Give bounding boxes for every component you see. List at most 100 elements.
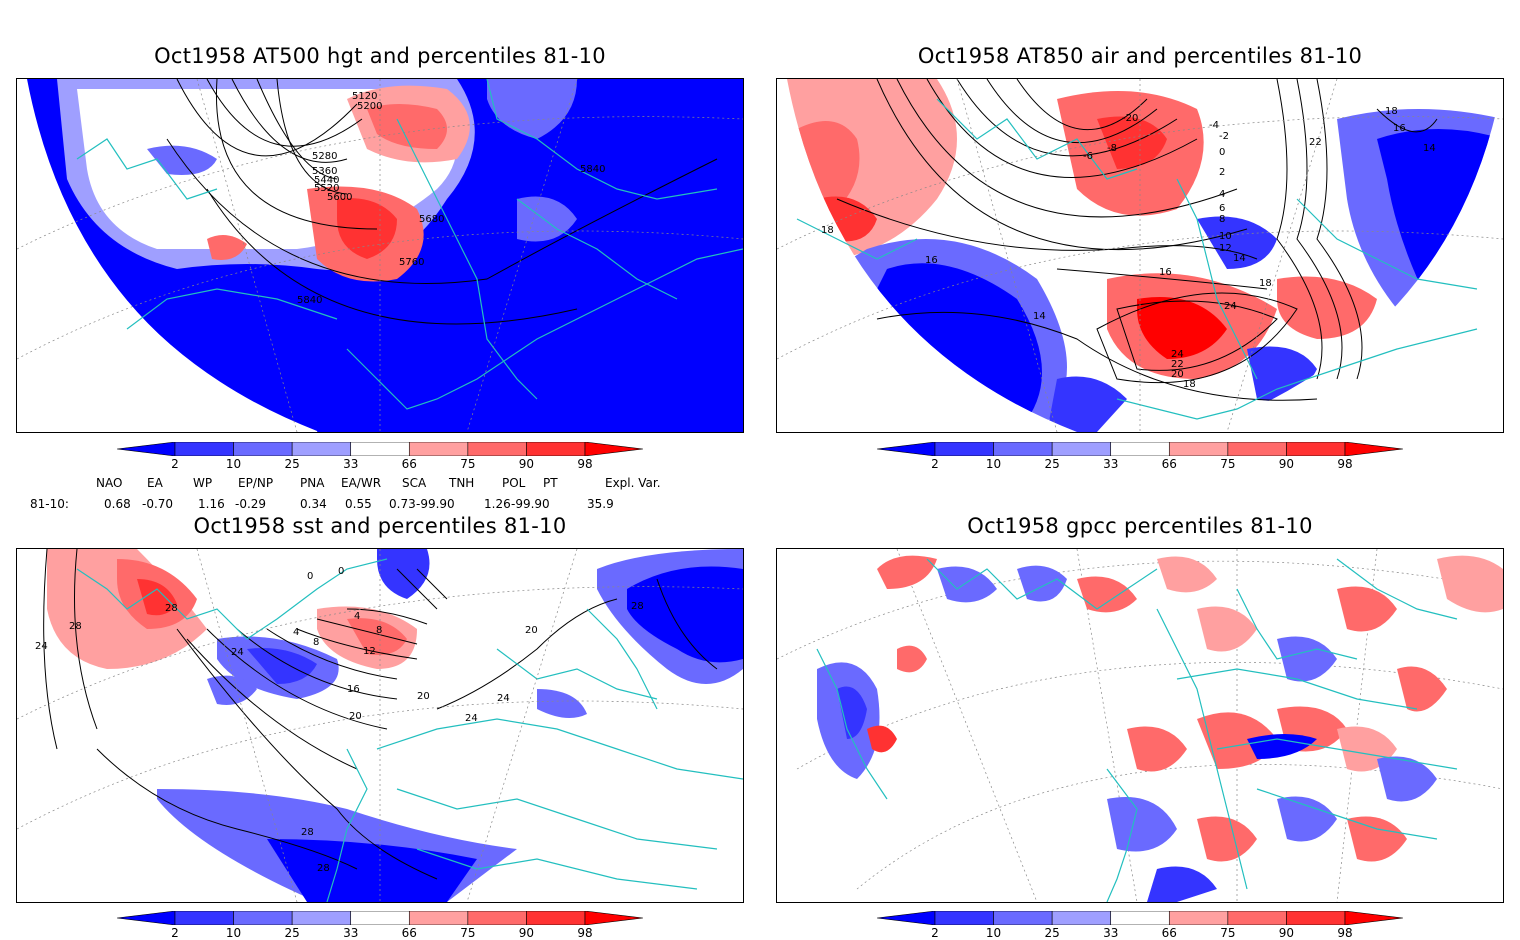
map-panel-at850: -20 -8 -6 -4 -2 0 2 4 6 8 10 12 14 14 16… xyxy=(776,78,1504,433)
colorbar-tick-label: 66 xyxy=(1161,457,1177,471)
contour-label: 5520 xyxy=(314,183,339,194)
colorbar-swatch xyxy=(993,910,1053,926)
index-header-tnh: TNH xyxy=(449,476,475,490)
contour-label: 4 xyxy=(354,611,360,622)
colorbar-swatch xyxy=(1110,910,1170,926)
colorbar-swatch xyxy=(934,441,994,457)
index-header-pna: PNA xyxy=(300,476,325,490)
colorbar-tick-label: 90 xyxy=(518,457,535,471)
colorbar-arrow-high xyxy=(1344,441,1404,457)
contour-label: 24 xyxy=(497,693,510,704)
index-header-pol: POL xyxy=(502,476,526,490)
colorbar-tick-label: 98 xyxy=(1337,926,1353,940)
contour-label: 10 xyxy=(1219,231,1232,242)
contour-label: 28 xyxy=(301,827,314,838)
colorbar-swatch xyxy=(1286,910,1346,926)
contour-label: 5120 xyxy=(352,91,377,102)
contour-label: 14 xyxy=(1033,311,1046,322)
colorbar-swatch xyxy=(233,910,293,926)
contour-label: 5280 xyxy=(312,151,337,162)
colorbar-swatch xyxy=(408,441,469,457)
colorbar-swatch xyxy=(1227,910,1287,926)
colorbar-tick-label: 75 xyxy=(460,926,476,940)
contour-label: 28 xyxy=(317,863,330,874)
index-header-ea: EA xyxy=(147,476,163,490)
contour-label: 24 xyxy=(1224,301,1237,312)
colorbar-tick-label: 66 xyxy=(401,457,417,471)
colorbar-tick-label: 98 xyxy=(577,457,593,471)
map-panel-sst: 0 0 4 4 8 8 12 16 20 20 24 24 24 28 28 2… xyxy=(16,548,744,903)
colorbar-swatch xyxy=(233,441,293,457)
contour-label: 14 xyxy=(1423,143,1436,154)
colorbar-arrow-low xyxy=(876,441,936,457)
contour-label: -6 xyxy=(1083,151,1093,162)
colorbar-bottom-right: 2 10 25 33 66 75 90 98 xyxy=(876,910,1404,940)
contour-label: 5200 xyxy=(357,101,382,112)
colorbar-tick-label: 66 xyxy=(401,926,417,940)
contour-label: 6 xyxy=(1219,203,1225,214)
contour-label: 0 xyxy=(307,571,313,582)
colorbar-top-left: 2 10 25 33 66 75 90 98 xyxy=(116,441,644,473)
contour-label: 16 xyxy=(1159,267,1172,278)
colorbar-top-right: 2 10 25 33 66 75 90 98 xyxy=(876,441,1404,473)
map-at850: -20 -8 -6 -4 -2 0 2 4 6 8 10 12 14 14 16… xyxy=(777,79,1503,432)
colorbar-tick-label: 90 xyxy=(518,926,535,940)
colorbar-swatch xyxy=(1227,441,1287,457)
colorbar-swatch xyxy=(1168,910,1229,926)
contour-label: 20 xyxy=(349,711,362,722)
index-value-wp: 1.16 xyxy=(198,497,225,511)
colorbar-tick-label: 75 xyxy=(1220,926,1236,940)
contour-label: 28 xyxy=(165,603,178,614)
index-header-epnp: EP/NP xyxy=(238,476,274,490)
contour-label: 28 xyxy=(631,601,644,612)
index-header-pt: PT xyxy=(543,476,558,490)
index-value-pt: -99.90 xyxy=(511,497,550,511)
contour-label: 5440 xyxy=(314,175,339,186)
contour-label: 5600 xyxy=(327,192,352,203)
contour-label: 8 xyxy=(1219,214,1225,225)
colorbar-swatches xyxy=(876,910,1404,926)
map-sst: 0 0 4 4 8 8 12 16 20 20 24 24 24 28 28 2… xyxy=(17,549,743,902)
panel-title-gpcc: Oct1958 gpcc percentiles 81-10 xyxy=(967,514,1313,538)
contour-label: 18 xyxy=(1183,379,1196,390)
contour-label: 18 xyxy=(1385,106,1398,117)
contour-label: 5360 xyxy=(312,166,337,177)
colorbar-swatch xyxy=(174,910,234,926)
colorbar-tick-label: 66 xyxy=(1161,926,1177,940)
colorbar-tick-label: 75 xyxy=(460,457,476,471)
colorbar-arrow-low xyxy=(116,910,176,926)
colorbar-tick-label: 33 xyxy=(343,457,359,471)
index-header-nao: NAO xyxy=(96,476,123,490)
colorbar-swatch xyxy=(1286,441,1346,457)
contour-label: 20 xyxy=(525,625,538,636)
colorbar-tick-label: 33 xyxy=(343,926,359,940)
index-header-sca: SCA xyxy=(402,476,427,490)
index-header-expl-var: Expl. Var. xyxy=(605,476,661,490)
contour-label: 5680 xyxy=(419,214,444,225)
map-panel-at500: 5120 5200 5280 5360 5440 5520 5600 5680 … xyxy=(16,78,744,433)
index-row-label: 81-10: xyxy=(30,497,69,511)
colorbar-bottom-left: 2 10 25 33 66 75 90 98 xyxy=(116,910,644,940)
contour-label: 4 xyxy=(293,627,299,638)
colorbar-swatch xyxy=(934,910,994,926)
contour-label: 24 xyxy=(465,713,478,724)
colorbar-swatch xyxy=(1168,441,1229,457)
colorbar-tick-label: 10 xyxy=(225,926,242,940)
colorbar-tick-label: 2 xyxy=(931,457,939,471)
contour-label: 8 xyxy=(313,637,319,648)
contour-label: 0 xyxy=(1219,147,1225,158)
panel-title-at500: Oct1958 AT500 hgt and percentiles 81-10 xyxy=(154,44,606,68)
panel-title-sst: Oct1958 sst and percentiles 81-10 xyxy=(193,514,567,538)
colorbar-tick-label: 98 xyxy=(577,926,593,940)
contour-label: 20 xyxy=(417,691,430,702)
contour-label: 16 xyxy=(1393,123,1406,134)
contour-label: -2 xyxy=(1219,131,1229,142)
index-value-tnh: -99.90 xyxy=(416,497,455,511)
colorbar-swatch xyxy=(993,441,1053,457)
contour-label: 5840 xyxy=(297,295,322,306)
index-header-eawr: EA/WR xyxy=(341,476,382,490)
colorbar-swatch xyxy=(350,910,410,926)
map-at500: 5120 5200 5280 5360 5440 5520 5600 5680 … xyxy=(17,79,743,432)
panel-title-at850: Oct1958 AT850 air and percentiles 81-10 xyxy=(917,44,1363,68)
contour-label: 24 xyxy=(1171,349,1184,360)
